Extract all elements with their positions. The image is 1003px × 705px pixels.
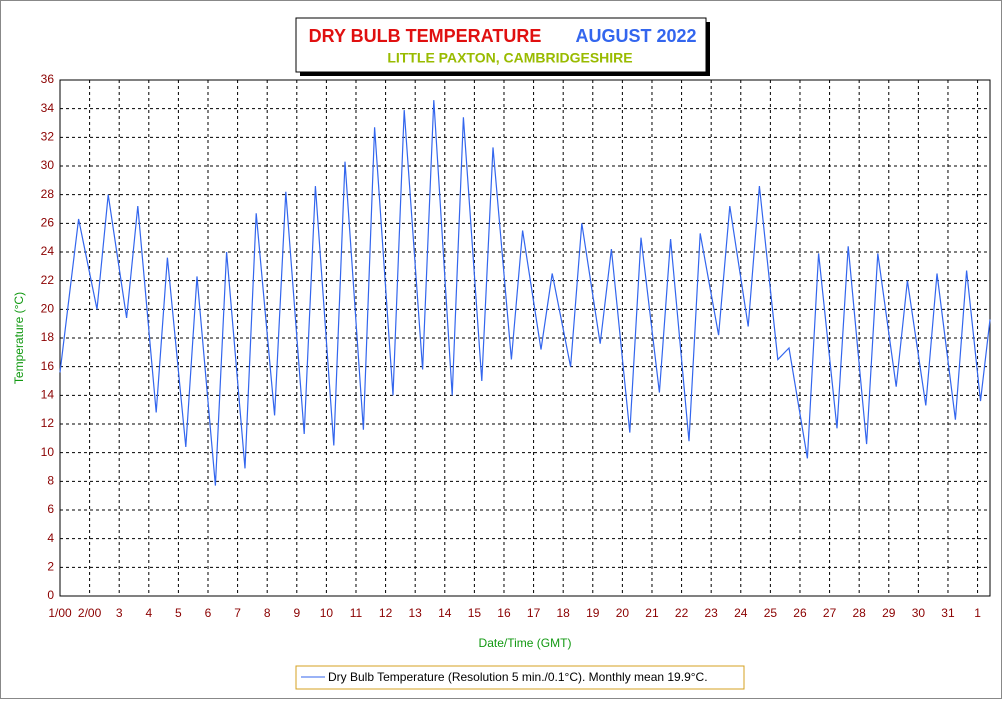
- x-tick-label: 13: [409, 606, 423, 620]
- x-tick-label: 21: [645, 606, 659, 620]
- chart-title: DRY BULB TEMPERATURE: [309, 26, 542, 46]
- x-tick-label: 10: [320, 606, 334, 620]
- y-tick-label: 28: [41, 187, 55, 201]
- x-tick-label: 19: [586, 606, 600, 620]
- x-tick-label: 8: [264, 606, 271, 620]
- x-tick-label: 7: [234, 606, 241, 620]
- x-tick-label: 30: [912, 606, 926, 620]
- x-tick-label: 20: [616, 606, 630, 620]
- x-tick-label: 26: [793, 606, 807, 620]
- legend-label: Dry Bulb Temperature (Resolution 5 min./…: [328, 670, 708, 684]
- y-axis-label: Temperature (°C): [12, 292, 26, 384]
- x-tick-label: 23: [704, 606, 718, 620]
- title-date: AUGUST 2022: [575, 26, 696, 46]
- x-tick-label: 25: [764, 606, 778, 620]
- y-tick-label: 16: [41, 359, 55, 373]
- subtitle: LITTLE PAXTON, CAMBRIDGESHIRE: [387, 50, 632, 66]
- y-tick-label: 14: [41, 388, 55, 402]
- y-tick-label: 2: [47, 560, 54, 574]
- x-tick-label: 9: [293, 606, 300, 620]
- x-tick-label: 29: [882, 606, 896, 620]
- y-tick-label: 22: [41, 273, 55, 287]
- x-tick-label: 11: [350, 606, 363, 620]
- x-tick-label: 16: [497, 606, 511, 620]
- y-tick-label: 26: [41, 216, 55, 230]
- y-tick-label: 10: [41, 445, 55, 459]
- x-tick-label: 22: [675, 606, 689, 620]
- x-tick-label: 31: [941, 606, 955, 620]
- y-tick-label: 30: [41, 158, 55, 172]
- x-tick-label: 12: [379, 606, 393, 620]
- x-tick-label: 18: [557, 606, 571, 620]
- y-tick-label: 8: [47, 474, 54, 488]
- y-tick-label: 6: [47, 502, 54, 516]
- y-tick-label: 20: [41, 302, 55, 316]
- x-tick-label: 2/00: [78, 606, 102, 620]
- x-tick-label: 28: [852, 606, 866, 620]
- legend-box: [295, 665, 745, 690]
- x-tick-label: 5: [175, 606, 182, 620]
- x-tick-label: 14: [438, 606, 452, 620]
- x-tick-label: 4: [145, 606, 152, 620]
- x-tick-label: 17: [527, 606, 541, 620]
- x-tick-label: 6: [205, 606, 212, 620]
- y-tick-label: 4: [47, 531, 54, 545]
- y-tick-label: 34: [41, 101, 55, 115]
- y-tick-label: 12: [41, 416, 55, 430]
- y-tick-label: 18: [41, 330, 55, 344]
- x-tick-label: 3: [116, 606, 123, 620]
- y-tick-label: 32: [41, 130, 55, 144]
- y-tick-label: 36: [41, 72, 55, 86]
- x-tick-label: 1/00: [48, 606, 72, 620]
- temperature-line: [59, 100, 991, 486]
- y-tick-label: 24: [41, 244, 55, 258]
- x-tick-label: 15: [468, 606, 482, 620]
- x-tick-label: 27: [823, 606, 837, 620]
- x-tick-label: 1: [974, 606, 981, 620]
- x-axis-label: Date/Time (GMT): [479, 636, 572, 650]
- x-tick-label: 24: [734, 606, 748, 620]
- title-box: [295, 17, 707, 73]
- y-tick-label: 0: [47, 588, 54, 602]
